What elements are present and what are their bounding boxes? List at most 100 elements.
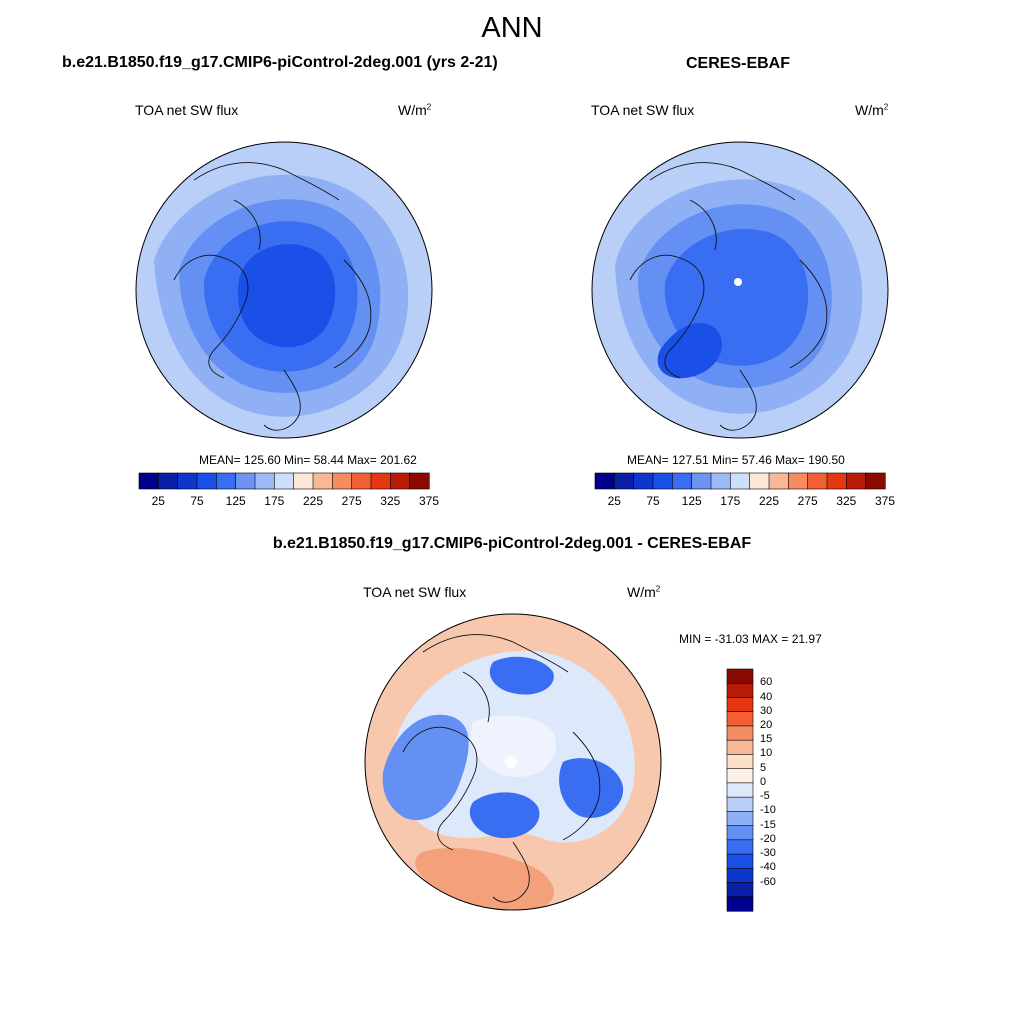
- panel-2-variable-label: TOA net SW flux: [591, 102, 695, 118]
- panel-3-colorbar: [726, 668, 754, 912]
- panel-3-title: b.e21.B1850.f19_g17.CMIP6-piControl-2deg…: [272, 535, 752, 552]
- panel-3-colorbar-label: -5: [760, 790, 770, 803]
- panel-3-colorbar-segment: [726, 682, 754, 699]
- panel-1-map-border: [135, 141, 433, 439]
- panel-3-colorbar-label: 30: [760, 704, 773, 717]
- panel-1-colorbar-tick-label: 25: [151, 494, 165, 508]
- panel-3-polar-map: [364, 613, 662, 911]
- panel-2-colorbar-segment: [768, 472, 789, 490]
- panel-3-colorbar-labels: 60 40 30 20 15 10 5 0 -5 -10 -15 -20 -30 -40 -60: [760, 669, 800, 911]
- panel-2-colorbar-tick-label: 275: [797, 494, 818, 508]
- panel-3-colorbar-label: 40: [760, 690, 773, 703]
- panel-3-colorbar-segment: [726, 782, 754, 798]
- panel-3-colorbar-label: -10: [760, 804, 776, 817]
- figure-title: ANN: [481, 12, 543, 44]
- panel-3-colorbar-segment: [726, 768, 754, 784]
- panel-3-colorbar-segment: [726, 896, 754, 912]
- panel-2-colorbar-segment: [594, 472, 615, 490]
- panel-3-pole-hole: [505, 756, 517, 768]
- panel-2-pole-hole: [734, 278, 742, 286]
- panel-2-colorbar-segment: [826, 472, 847, 490]
- panel-1-colorbar-tick-label: 125: [225, 494, 246, 508]
- panel-3-coastlines: [402, 634, 601, 903]
- panel-1-colorbar-segment: [158, 472, 179, 490]
- panel-1-colorbar-segment: [196, 472, 217, 490]
- panel-3-field-warm: [415, 847, 554, 910]
- panel-3-colorbar-label: 60: [760, 676, 773, 689]
- panel-3-colorbar-label: -30: [760, 847, 776, 860]
- panel-3-colorbar-label: -20: [760, 832, 776, 845]
- panel-3-colorbar-segment: [726, 668, 754, 684]
- panel-2-colorbar-tick-label: 225: [758, 494, 780, 508]
- panel-3-colorbar-label: 15: [760, 733, 773, 746]
- panel-3-variable-label: TOA net SW flux: [363, 584, 467, 600]
- panel-1-colorbar-segment: [351, 472, 372, 490]
- panel-3-field-center: [470, 715, 557, 777]
- panel-2-colorbar-segment: [710, 472, 731, 490]
- panel-2-colorbar-tick-label: 25: [607, 494, 621, 508]
- panel-3-colorbar-segment: [726, 882, 754, 898]
- panel-2-title: CERES-EBAF: [686, 55, 791, 72]
- panel-3-stats: MIN = -31.03 MAX = 21.97: [679, 632, 822, 646]
- panel-1-colorbar-tick-label: 225: [302, 494, 324, 508]
- panel-2-colorbar-segment: [691, 472, 712, 490]
- panel-1-colorbar-segment: [390, 472, 411, 490]
- panel-3-colorbar-segment: [726, 853, 754, 869]
- panel-2-map-border: [591, 141, 889, 439]
- panel-2-colorbar-segment: [614, 472, 635, 490]
- panel-2-coastlines: [629, 162, 828, 431]
- panel-2-colorbar-segment: [865, 472, 886, 490]
- panel-2-colorbar-tick-label: 75: [646, 494, 660, 508]
- panel-1-units-label: W/m2: [398, 102, 432, 118]
- panel-1-colorbar-segment: [293, 472, 314, 490]
- panel-3-colorbar-label: -60: [760, 875, 776, 888]
- panel-1-polar-map: [135, 141, 433, 439]
- panel-1-colorbar-tick-label: 175: [264, 494, 285, 508]
- panel-3-field-blob-4: [489, 656, 554, 695]
- panel-3-field-blob-1: [382, 714, 469, 821]
- panel-2-colorbar-ticks: 25 75 125 175 225 275 325 375: [595, 494, 895, 510]
- panel-2-colorbar: [594, 472, 886, 490]
- panel-1-colorbar-tick-label: 375: [418, 494, 440, 508]
- panel-1-variable-label: TOA net SW flux: [135, 102, 239, 118]
- panel-2-colorbar-tick-label: 375: [874, 494, 896, 508]
- panel-1-colorbar-tick-label: 75: [190, 494, 204, 508]
- panel-2-polar-map: [591, 141, 889, 439]
- panel-3-colorbar-label: 5: [760, 761, 767, 774]
- panel-3-colorbar-label: -40: [760, 861, 776, 874]
- panel-2-colorbar-segment: [672, 472, 693, 490]
- panel-3-field-blob-3: [469, 792, 540, 839]
- panel-2-colorbar-segment: [846, 472, 867, 490]
- panel-2-stats: MEAN= 127.51 Min= 57.46 Max= 190.50: [627, 453, 845, 467]
- panel-1-colorbar-segment: [216, 472, 237, 490]
- panel-1-colorbar-tick-label: 325: [380, 494, 401, 508]
- panel-3-colorbar-segment: [726, 811, 754, 827]
- panel-3-colorbar-segment: [726, 697, 754, 713]
- panel-3-colorbar-segment: [726, 796, 754, 812]
- panel-3-map-border: [364, 613, 662, 911]
- panel-1-colorbar-segment: [177, 472, 198, 490]
- panel-3-colorbar-segment: [726, 754, 754, 770]
- panel-1-colorbar-segment: [332, 472, 353, 490]
- panel-1-title: b.e21.B1850.f19_g17.CMIP6-piControl-2deg…: [62, 54, 498, 71]
- panel-2-colorbar-tick-label: 175: [720, 494, 741, 508]
- panel-1-colorbar-segment: [409, 472, 430, 490]
- panel-2-colorbar-segment: [652, 472, 673, 490]
- panel-2-colorbar-segment: [807, 472, 828, 490]
- panel-2-colorbar-tick-label: 125: [681, 494, 702, 508]
- panel-2-colorbar-tick-label: 325: [836, 494, 857, 508]
- panel-3-units-label: W/m2: [627, 584, 661, 600]
- panel-2-field-greenland: [657, 323, 722, 379]
- panel-1-colorbar-segment: [312, 472, 333, 490]
- panel-1-colorbar-tick-label: 275: [341, 494, 362, 508]
- panel-3-colorbar-label: -15: [760, 818, 776, 831]
- panel-1-colorbar-ticks: 25 75 125 175 225 275 325 375: [139, 494, 439, 510]
- panel-3-colorbar-label: 20: [760, 718, 773, 731]
- panel-2-colorbar-segment: [788, 472, 809, 490]
- panel-1-stats: MEAN= 125.60 Min= 58.44 Max= 201.62: [199, 453, 417, 467]
- panel-3-colorbar-segment: [726, 825, 754, 841]
- panel-3-colorbar-segment: [726, 839, 754, 855]
- panel-1-colorbar-segment: [138, 472, 159, 490]
- panel-1-colorbar-segment: [235, 472, 256, 490]
- panel-1-colorbar: [138, 472, 430, 490]
